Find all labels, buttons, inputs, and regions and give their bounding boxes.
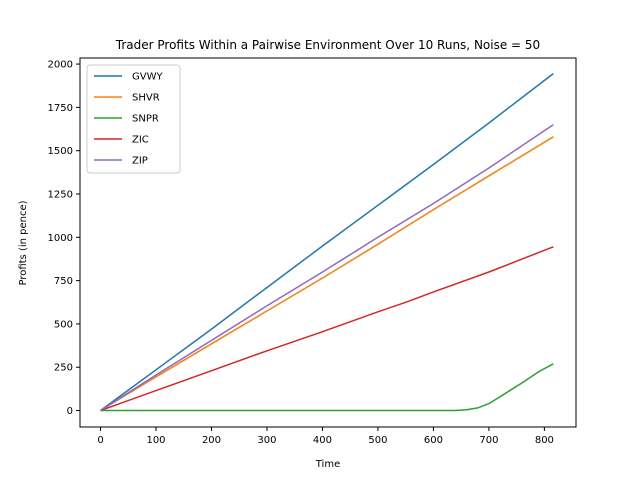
y-tick-label: 1000 [48, 233, 73, 244]
x-tick-label: 800 [535, 435, 554, 446]
y-tick-label: 2000 [48, 60, 73, 71]
legend-label-snpr: SNPR [132, 114, 159, 125]
series-line-zip [100, 124, 554, 412]
series-line-zic [100, 246, 554, 412]
legend-label-zic: ZIC [132, 135, 149, 146]
series-layer [100, 73, 554, 412]
legend-label-shvr: SHVR [132, 93, 160, 104]
y-axis-label: Profits (in pence) [18, 200, 29, 285]
ticks-layer: 0 100 200 300 400 500 600 700 800 0 250 500 750 1000 1… [48, 60, 554, 446]
y-tick-label: 250 [54, 363, 73, 374]
series-line-snpr [100, 363, 554, 412]
y-tick-label: 1250 [48, 189, 73, 200]
y-tick-label: 0 [67, 406, 73, 417]
y-tick-label: 750 [54, 276, 73, 287]
chart-title: Trader Profits Within a Pairwise Environ… [115, 38, 540, 52]
x-tick-label: 0 [97, 435, 103, 446]
x-tick-label: 100 [146, 435, 165, 446]
y-tick-label: 1750 [48, 103, 73, 114]
legend-label-gvwy: GVWY [132, 72, 163, 83]
x-tick-label: 400 [313, 435, 332, 446]
legend: GVWY SHVR SNPR ZIC ZIP [86, 64, 181, 174]
x-tick-label: 700 [479, 435, 498, 446]
legend-frame [86, 64, 181, 174]
series-line-gvwy [100, 73, 554, 412]
x-tick-label: 500 [368, 435, 387, 446]
x-tick-label: 600 [424, 435, 443, 446]
y-tick-label: 500 [54, 319, 73, 330]
x-tick-label: 200 [202, 435, 221, 446]
legend-label-zip: ZIP [132, 156, 148, 167]
x-axis-label: Time [315, 459, 340, 470]
plot-frame [79, 57, 577, 428]
series-line-shvr [100, 136, 554, 412]
y-tick-label: 1500 [48, 146, 73, 157]
x-tick-label: 300 [257, 435, 276, 446]
